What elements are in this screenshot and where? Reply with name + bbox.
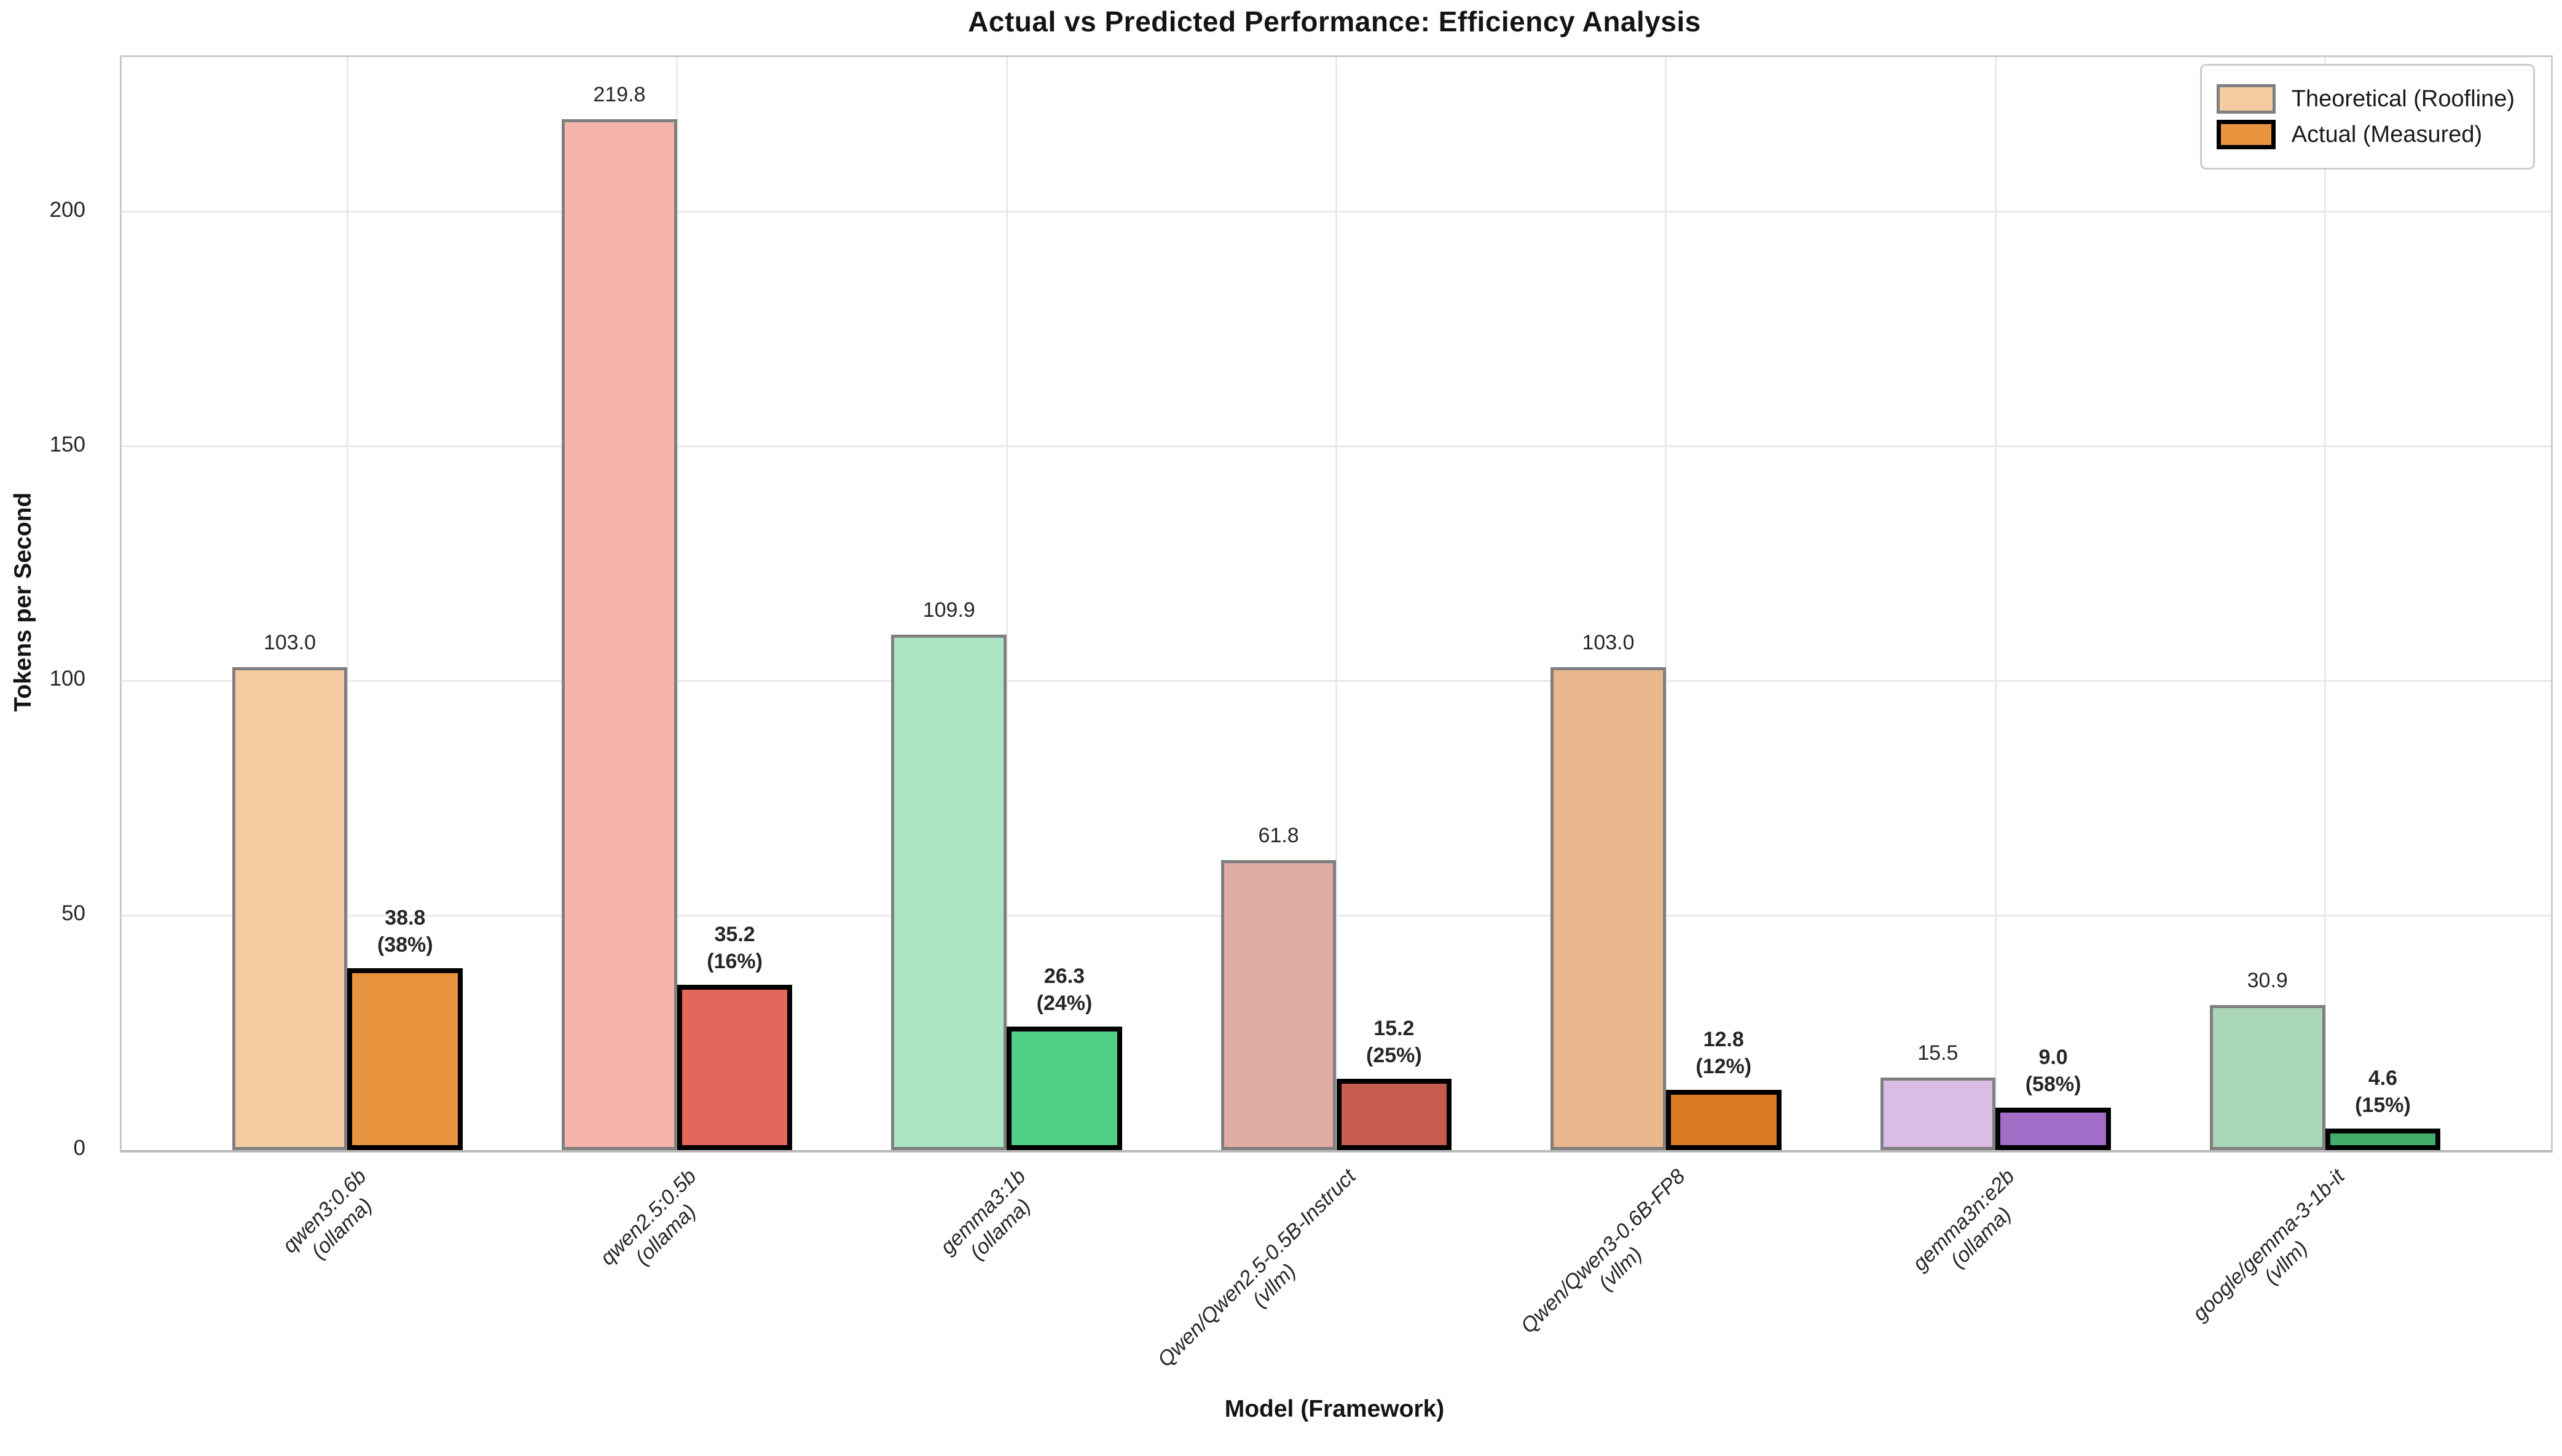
y-tick-label: 150 [49,432,85,456]
actual-value: 38.8 [385,906,426,930]
x-tick-label: Qwen/Qwen2.5-0.5B-Instruct (vllm) [1152,1164,1378,1390]
legend-label: Actual (Measured) [2291,121,2483,147]
x-gridline [346,57,348,1150]
actual-bar-3 [1007,1027,1122,1150]
efficiency-percent: (16%) [707,950,763,974]
actual-value-label: 38.8 (38%) [377,904,433,958]
model-name: google/gemma-3-1b-it [2188,1164,2349,1326]
efficiency-percent: (25%) [1366,1043,1422,1067]
efficiency-percent: (58%) [2025,1073,2081,1097]
efficiency-percent: (12%) [1696,1055,1752,1079]
x-tick-label: qwen2.5:0.5b (ollama) [595,1164,718,1288]
efficiency-percent: (15%) [2355,1093,2411,1117]
x-gridline [1994,57,1997,1150]
x-axis-label: Model (Framework) [1224,1396,1445,1422]
x-gridline [1665,57,1667,1150]
y-tick-label: 50 [61,901,85,926]
x-tick-label: Qwen/Qwen3-0.6B-FP8 (vllm) [1516,1164,1708,1356]
x-gridline [1335,57,1337,1150]
theoretical-value-label: 61.8 [1258,824,1299,848]
x-tick-label: gemma3:1b (ollama) [935,1164,1048,1277]
actual-bar-4 [1336,1078,1452,1150]
actual-value-label: 9.0 (58%) [2026,1044,2081,1098]
y-tick-label: 0 [73,1136,85,1160]
x-tick-label: gemma3n:e2b (ollama) [1908,1164,2037,1293]
model-name: Qwen/Qwen3-0.6B-FP8 [1516,1164,1690,1338]
theoretical-bar-4 [1220,860,1337,1150]
theoretical-bar-7 [2209,1005,2325,1150]
theoretical-swatch-icon [2216,84,2276,114]
x-gridline [676,57,678,1150]
theoretical-value-label: 109.9 [922,598,975,622]
legend-item-theoretical: Theoretical (Roofline) [2216,84,2515,114]
x-gridline [2324,57,2327,1150]
framework-name: (vllm) [1248,1259,1300,1312]
actual-value: 12.8 [1703,1028,1744,1052]
theoretical-bar-3 [891,634,1007,1150]
legend-label: Theoretical (Roofline) [2291,85,2515,112]
theoretical-bar-1 [232,667,348,1150]
theoretical-value-label: 30.9 [2247,969,2288,993]
actual-bar-6 [1995,1108,2111,1150]
actual-bar-1 [347,968,463,1150]
actual-value-label: 12.8 (12%) [1696,1026,1751,1080]
actual-bar-2 [677,985,793,1150]
x-tick-label: qwen3:0.6b (ollama) [278,1164,389,1275]
actual-value: 9.0 [2038,1046,2068,1070]
efficiency-percent: (38%) [377,933,433,957]
theoretical-value-label: 219.8 [593,82,646,106]
actual-value: 4.6 [2368,1066,2398,1090]
model-name: Qwen/Qwen2.5-0.5B-Instruct [1153,1164,1361,1372]
actual-bar-5 [1665,1090,1782,1150]
actual-value-label: 4.6 (15%) [2355,1065,2411,1119]
chart-title: Actual vs Predicted Performance: Efficie… [968,6,1701,37]
theoretical-bar-6 [1880,1077,1996,1150]
theoretical-bar-5 [1550,667,1666,1150]
efficiency-percent: (24%) [1036,992,1093,1016]
theoretical-value-label: 15.5 [1917,1041,1959,1065]
actual-value-label: 35.2 (16%) [707,921,763,975]
y-axis-label: Tokens per Second [10,492,36,712]
actual-bar-7 [2325,1128,2441,1150]
framework-name: (vllm) [1593,1242,1647,1295]
y-tick-label: 200 [49,197,85,222]
plot-area: 103.0 38.8 (38%) 219.8 35.2 (16%) 109.9 26.3 (24… [120,55,2553,1153]
x-gridline [1005,57,1008,1150]
theoretical-value-label: 103.0 [1582,630,1635,654]
actual-value-label: 26.3 (24%) [1037,963,1093,1017]
y-tick-label: 100 [49,667,85,691]
actual-value-label: 15.2 (25%) [1366,1015,1422,1069]
actual-value: 26.3 [1043,965,1085,988]
actual-value: 35.2 [714,923,755,947]
framework-name: (vllm) [2259,1236,2312,1289]
theoretical-bar-2 [562,119,677,1150]
actual-swatch-icon [2216,120,2276,149]
x-tick-label: google/gemma-3-1b-it (vllm) [2187,1164,2367,1344]
theoretical-value-label: 103.0 [263,630,316,654]
legend: Theoretical (Roofline) Actual (Measured) [2199,64,2535,170]
actual-value: 15.2 [1373,1016,1415,1040]
legend-item-actual: Actual (Measured) [2216,120,2515,149]
